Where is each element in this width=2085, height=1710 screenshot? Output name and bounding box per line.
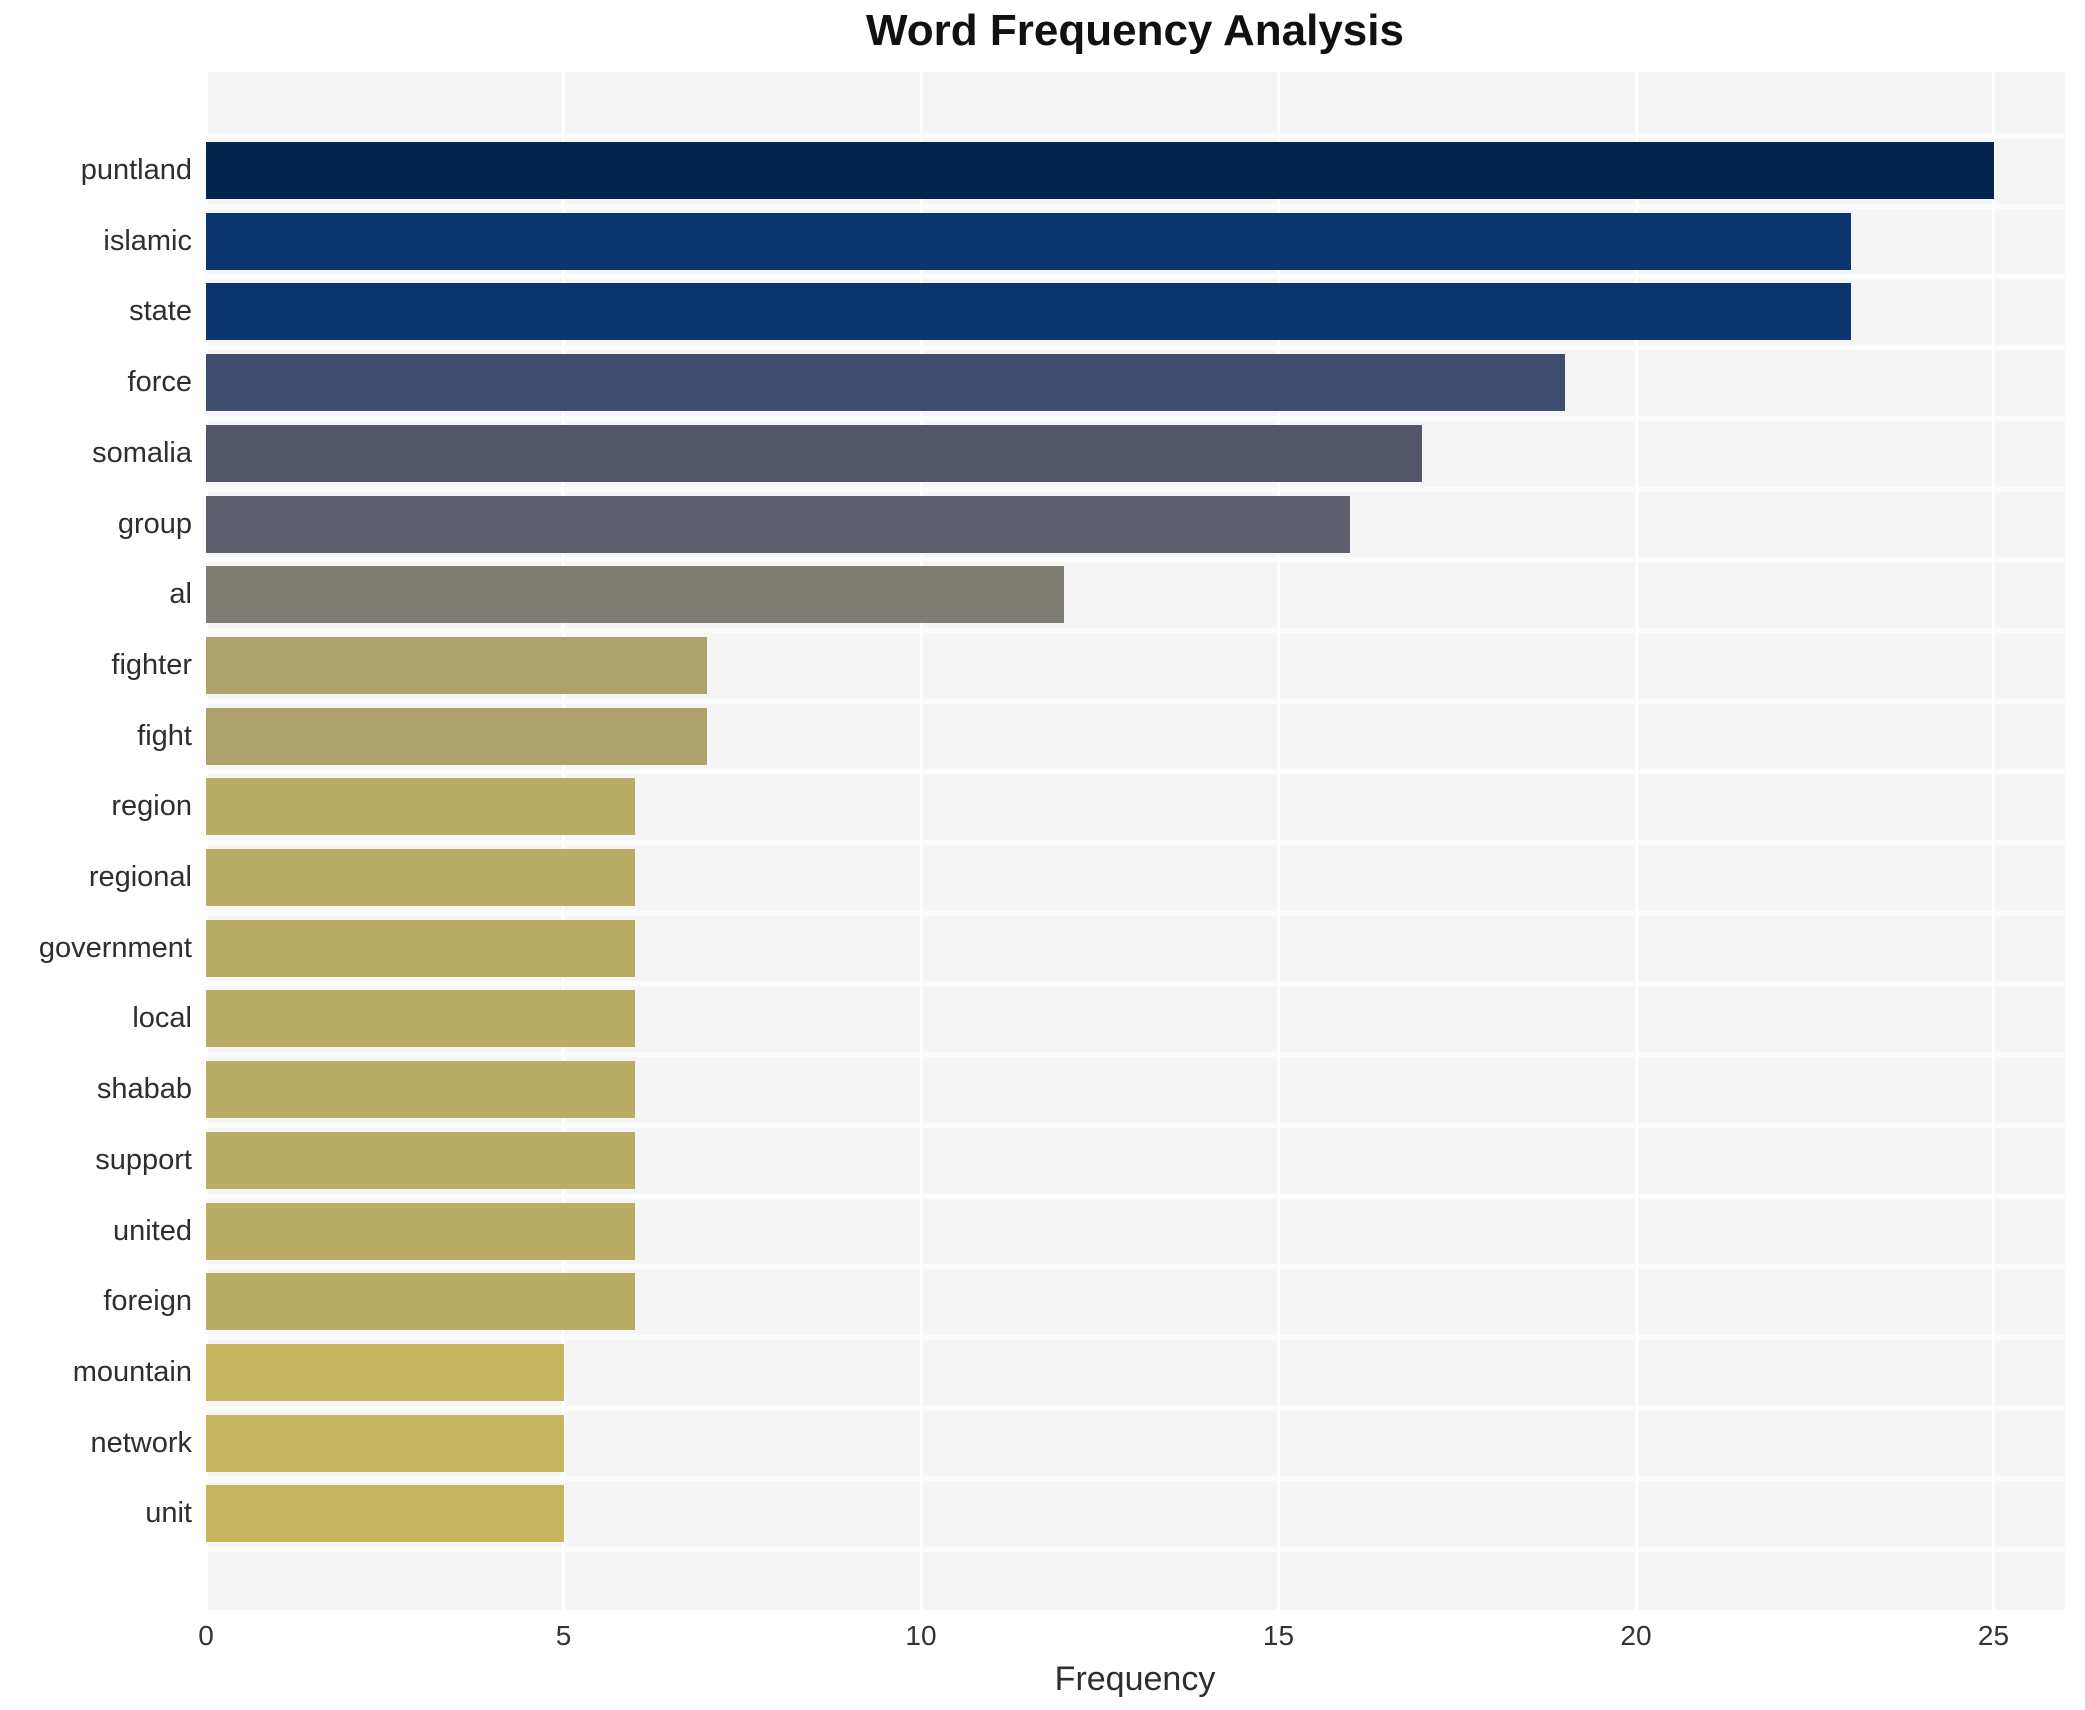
- bar-shabab: [206, 1061, 635, 1119]
- row-gridline: [206, 910, 2065, 916]
- y-tick-label: united: [112, 1214, 192, 1247]
- row-gridline: [206, 1334, 2065, 1340]
- y-tick-label: group: [117, 507, 192, 540]
- bar-fighter: [206, 636, 707, 694]
- x-gridline: [1634, 72, 1638, 1610]
- x-gridline: [1992, 72, 1995, 1610]
- x-tick-label: 10: [905, 1620, 937, 1651]
- bar-group: [206, 495, 1350, 553]
- y-tick-label: support: [95, 1143, 192, 1176]
- x-gridline: [919, 72, 923, 1610]
- row-gridline: [206, 345, 2065, 351]
- y-tick-label: puntland: [80, 154, 192, 186]
- y-tick-label: local: [132, 1002, 192, 1035]
- row-gridline: [206, 769, 2065, 775]
- bar-government: [206, 919, 635, 977]
- y-tick-label: region: [111, 790, 192, 823]
- row-gridline: [206, 133, 2065, 138]
- bar-regional: [206, 849, 635, 906]
- y-tick-label: network: [90, 1426, 192, 1459]
- x-gridline: [562, 72, 565, 1610]
- y-tick-label: somalia: [92, 436, 192, 469]
- y-tick-label: islamic: [103, 224, 192, 257]
- bar-al: [206, 566, 1064, 624]
- y-tick-label: government: [38, 931, 192, 964]
- bar-network: [206, 1414, 564, 1472]
- x-gridline: [1277, 72, 1280, 1610]
- row-gridline: [206, 1264, 2065, 1270]
- bar-support: [206, 1131, 635, 1189]
- row-gridline: [206, 1122, 2065, 1128]
- bar-united: [206, 1202, 635, 1260]
- y-tick-label: al: [169, 578, 192, 611]
- bar-somalia: [206, 424, 1422, 482]
- y-tick-label: shabab: [96, 1073, 192, 1106]
- y-tick-label: regional: [88, 861, 192, 893]
- row-gridline: [206, 486, 2065, 492]
- bar-fight: [206, 707, 707, 765]
- plot-area: [204, 72, 2065, 1610]
- row-gridline: [206, 1476, 2065, 1482]
- row-gridline: [206, 698, 2065, 704]
- x-tick-label: 15: [1262, 1620, 1295, 1651]
- x-tick-label: 25: [1977, 1620, 2010, 1651]
- y-tick-label: fight: [137, 719, 192, 752]
- bar-islamic: [206, 212, 1851, 270]
- x-axis-title: Frequency: [1054, 1660, 1216, 1698]
- bar-region: [206, 778, 635, 836]
- bar-force: [206, 354, 1565, 412]
- y-tick-label: state: [129, 295, 192, 328]
- x-gridline: [204, 72, 208, 1610]
- y-tick-label: mountain: [72, 1355, 192, 1388]
- bar-foreign: [206, 1273, 635, 1331]
- bar-state: [206, 283, 1851, 341]
- row-gridline: [206, 981, 2065, 987]
- row-gridline: [206, 840, 2065, 845]
- y-tick-label: foreign: [103, 1285, 192, 1318]
- row-gridline: [206, 1052, 2065, 1058]
- y-tick-label: fighter: [111, 648, 192, 681]
- bar-mountain: [206, 1343, 564, 1401]
- row-gridline: [206, 274, 2065, 280]
- bar-unit: [206, 1485, 564, 1543]
- row-gridline: [206, 1405, 2065, 1411]
- row-gridline: [206, 1547, 2065, 1552]
- chart-title: Word Frequency Analysis: [866, 6, 1404, 55]
- row-gridline: [206, 415, 2065, 421]
- row-gridline: [206, 627, 2065, 633]
- row-gridline: [206, 203, 2065, 209]
- row-gridline: [206, 557, 2065, 563]
- x-tick-label: 0: [198, 1620, 214, 1651]
- row-gridline: [206, 1193, 2065, 1199]
- x-tick-label: 20: [1620, 1620, 1652, 1651]
- y-tick-label: force: [127, 366, 192, 399]
- x-tick-label: 5: [555, 1620, 572, 1651]
- bar-local: [206, 990, 635, 1048]
- bar-puntland: [206, 142, 1994, 199]
- y-tick-label: unit: [145, 1497, 192, 1530]
